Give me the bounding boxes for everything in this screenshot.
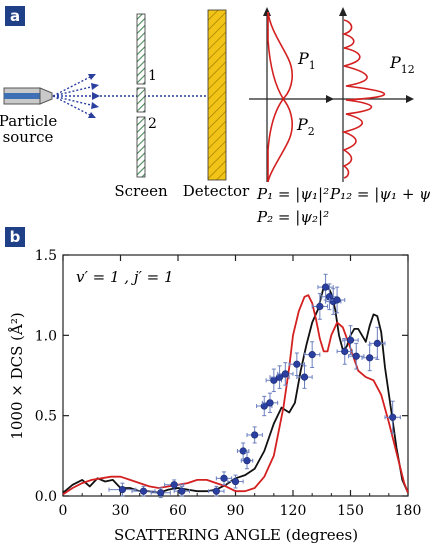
p12-axis-y-arrow (339, 7, 347, 16)
x-tick-label: 150 (337, 503, 364, 519)
data-point (178, 487, 186, 495)
data-point (346, 336, 355, 344)
data-point (333, 296, 341, 304)
source-label-line1: Particle (0, 112, 57, 130)
data-point (341, 347, 349, 356)
screen-upper (136, 13, 146, 85)
data-point (293, 360, 301, 368)
slit-2-label: 2 (148, 116, 157, 132)
p1-curve (267, 11, 293, 182)
x-tick-label: 60 (169, 503, 187, 519)
p12-label: P12 (389, 53, 415, 76)
screen-lower (136, 116, 146, 178)
source-gun-nozzle (39, 87, 53, 105)
x-tick-label: 120 (280, 503, 307, 519)
data-point (220, 474, 228, 482)
red-model-line (62, 294, 409, 496)
source-label-line2: source (3, 128, 54, 146)
slit-1-label: 1 (148, 68, 157, 84)
data-point (366, 354, 374, 362)
particle-spray (52, 75, 208, 117)
data-point (139, 487, 148, 495)
panel-b-tag: b (10, 228, 21, 246)
data-point (389, 413, 397, 421)
particle-source: Particle source (0, 74, 208, 146)
p1-label: P1 (297, 49, 316, 72)
detector-plate (207, 9, 227, 181)
screen: 1 2 Screen (114, 13, 168, 200)
p-axis-y-arrow (263, 7, 271, 16)
p12-axis-x-arrow (406, 95, 414, 103)
p2-label: P2 (296, 115, 315, 138)
x-tick-label: 30 (112, 503, 130, 519)
data-point (170, 481, 178, 489)
detector: Detector (183, 9, 250, 200)
single-slit-plot: P1 P2 (249, 7, 334, 183)
data-point (231, 477, 240, 486)
model-lines (62, 284, 409, 496)
data-point (239, 447, 247, 455)
y-tick-label: 1.5 (35, 248, 57, 264)
screen-label: Screen (114, 182, 168, 200)
y-axis-label: 1000 × DCS (Å²) (8, 312, 26, 439)
detector-label: Detector (183, 182, 250, 200)
p12-curve (341, 19, 386, 179)
panel-b: b 0 30 60 90 120 150 180 0.0 0.5 1.0 1.5 v′ = 1 ,… (5, 227, 421, 544)
panel-a-tag-box (5, 6, 25, 26)
eq-p12: P₁₂ = |ψ₁ + ψ₂|² (329, 185, 430, 203)
measured-points (108, 273, 401, 499)
y-tick-label: 0.0 (35, 489, 57, 505)
black-model-line (62, 284, 409, 494)
y-ticks: 0.0 0.5 1.0 1.5 (35, 248, 408, 505)
x-tick-label: 0 (59, 503, 68, 519)
data-point (308, 351, 316, 359)
data-point (118, 485, 127, 494)
source-gun-stripe (4, 93, 40, 99)
plot-frame (62, 254, 409, 497)
x-ticks: 0 30 60 90 120 150 180 (59, 255, 422, 519)
data-point (281, 370, 289, 378)
panel-a: a Particle source (0, 6, 430, 226)
screen-middle (136, 87, 146, 113)
chart-annotation: v′ = 1 , j′ = 1 (76, 268, 174, 286)
p2-curve (267, 12, 293, 183)
data-point (157, 489, 165, 497)
data-point (352, 352, 360, 360)
data-point (321, 283, 330, 291)
data-point (243, 457, 251, 465)
x-axis-label: SCATTERING ANGLE (degrees) (114, 526, 358, 544)
data-point (373, 339, 381, 347)
data-point (212, 487, 220, 495)
x-tick-label: 180 (395, 503, 422, 519)
y-tick-label: 1.0 (35, 328, 57, 344)
panel-a-tag: a (10, 7, 20, 25)
panel-b-tag-box (5, 227, 25, 247)
data-point (316, 302, 324, 311)
y-tick-label: 0.5 (35, 409, 57, 425)
x-tick-label: 90 (227, 503, 245, 519)
particle-arrowheads (88, 74, 100, 118)
eq-p2: P₂ = |ψ₂|² (256, 208, 329, 226)
data-point (251, 431, 259, 439)
double-slit-plot: P12 (325, 7, 415, 182)
eq-p1: P₁ = |ψ₁|² (256, 185, 329, 203)
data-point (300, 373, 309, 381)
data-point (266, 399, 274, 407)
